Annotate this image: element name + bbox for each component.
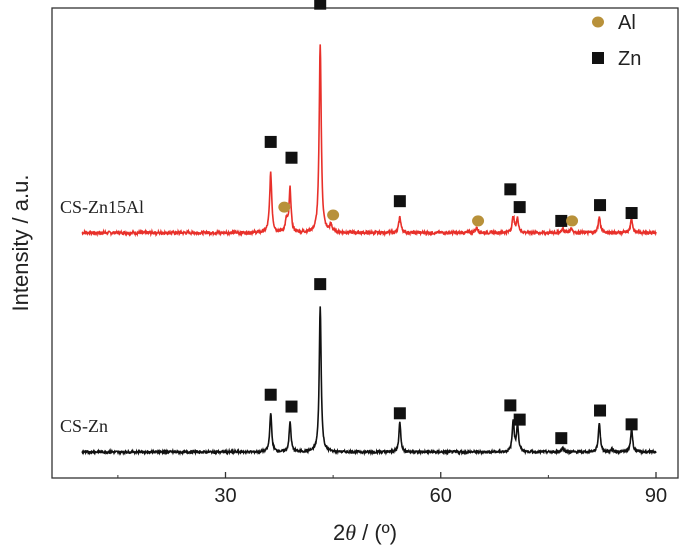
zn-marker [393, 407, 406, 420]
legend-zn-icon [592, 52, 604, 64]
x-axis-label: 2θ / (º) [333, 520, 397, 545]
al-marker [278, 201, 291, 213]
zn-marker [555, 214, 568, 227]
zn-marker [285, 151, 298, 164]
zn-marker [314, 0, 327, 10]
x-tick-label-90: 90 [645, 485, 667, 507]
zn-marker [504, 183, 517, 196]
series-line-CS-Zn [81, 306, 657, 457]
legend-label-Al: Al [618, 12, 636, 34]
zn-marker [625, 418, 638, 431]
y-axis-label: Intensity / a.u. [8, 175, 33, 312]
series-label-CS-Zn15Al: CS-Zn15Al [60, 197, 144, 217]
zn-marker [504, 399, 517, 412]
plot-frame [51, 7, 679, 479]
al-marker [472, 215, 485, 227]
series-label-CS-Zn: CS-Zn [60, 416, 108, 436]
legend-al-icon [592, 16, 604, 28]
zn-marker [594, 404, 607, 417]
zn-marker [555, 432, 568, 445]
zn-marker [513, 201, 526, 214]
zn-marker [264, 388, 277, 401]
zn-marker [594, 199, 607, 212]
x-axis-label-prefix: 2 [333, 520, 345, 545]
zn-marker [393, 195, 406, 208]
zn-marker [285, 400, 298, 413]
zn-marker [314, 278, 327, 291]
zn-marker [513, 413, 526, 426]
al-marker [566, 215, 579, 227]
al-marker [327, 209, 340, 221]
zn-marker [264, 135, 277, 148]
x-axis-label-unit: / (º) [356, 520, 397, 545]
legend-label-Zn: Zn [618, 48, 641, 70]
x-axis-label-symbol: θ [345, 520, 356, 545]
x-tick-label-60: 60 [430, 485, 452, 507]
zn-marker [625, 207, 638, 220]
series-line-CS-Zn15Al [81, 44, 657, 238]
x-tick-label-30: 30 [214, 485, 236, 507]
